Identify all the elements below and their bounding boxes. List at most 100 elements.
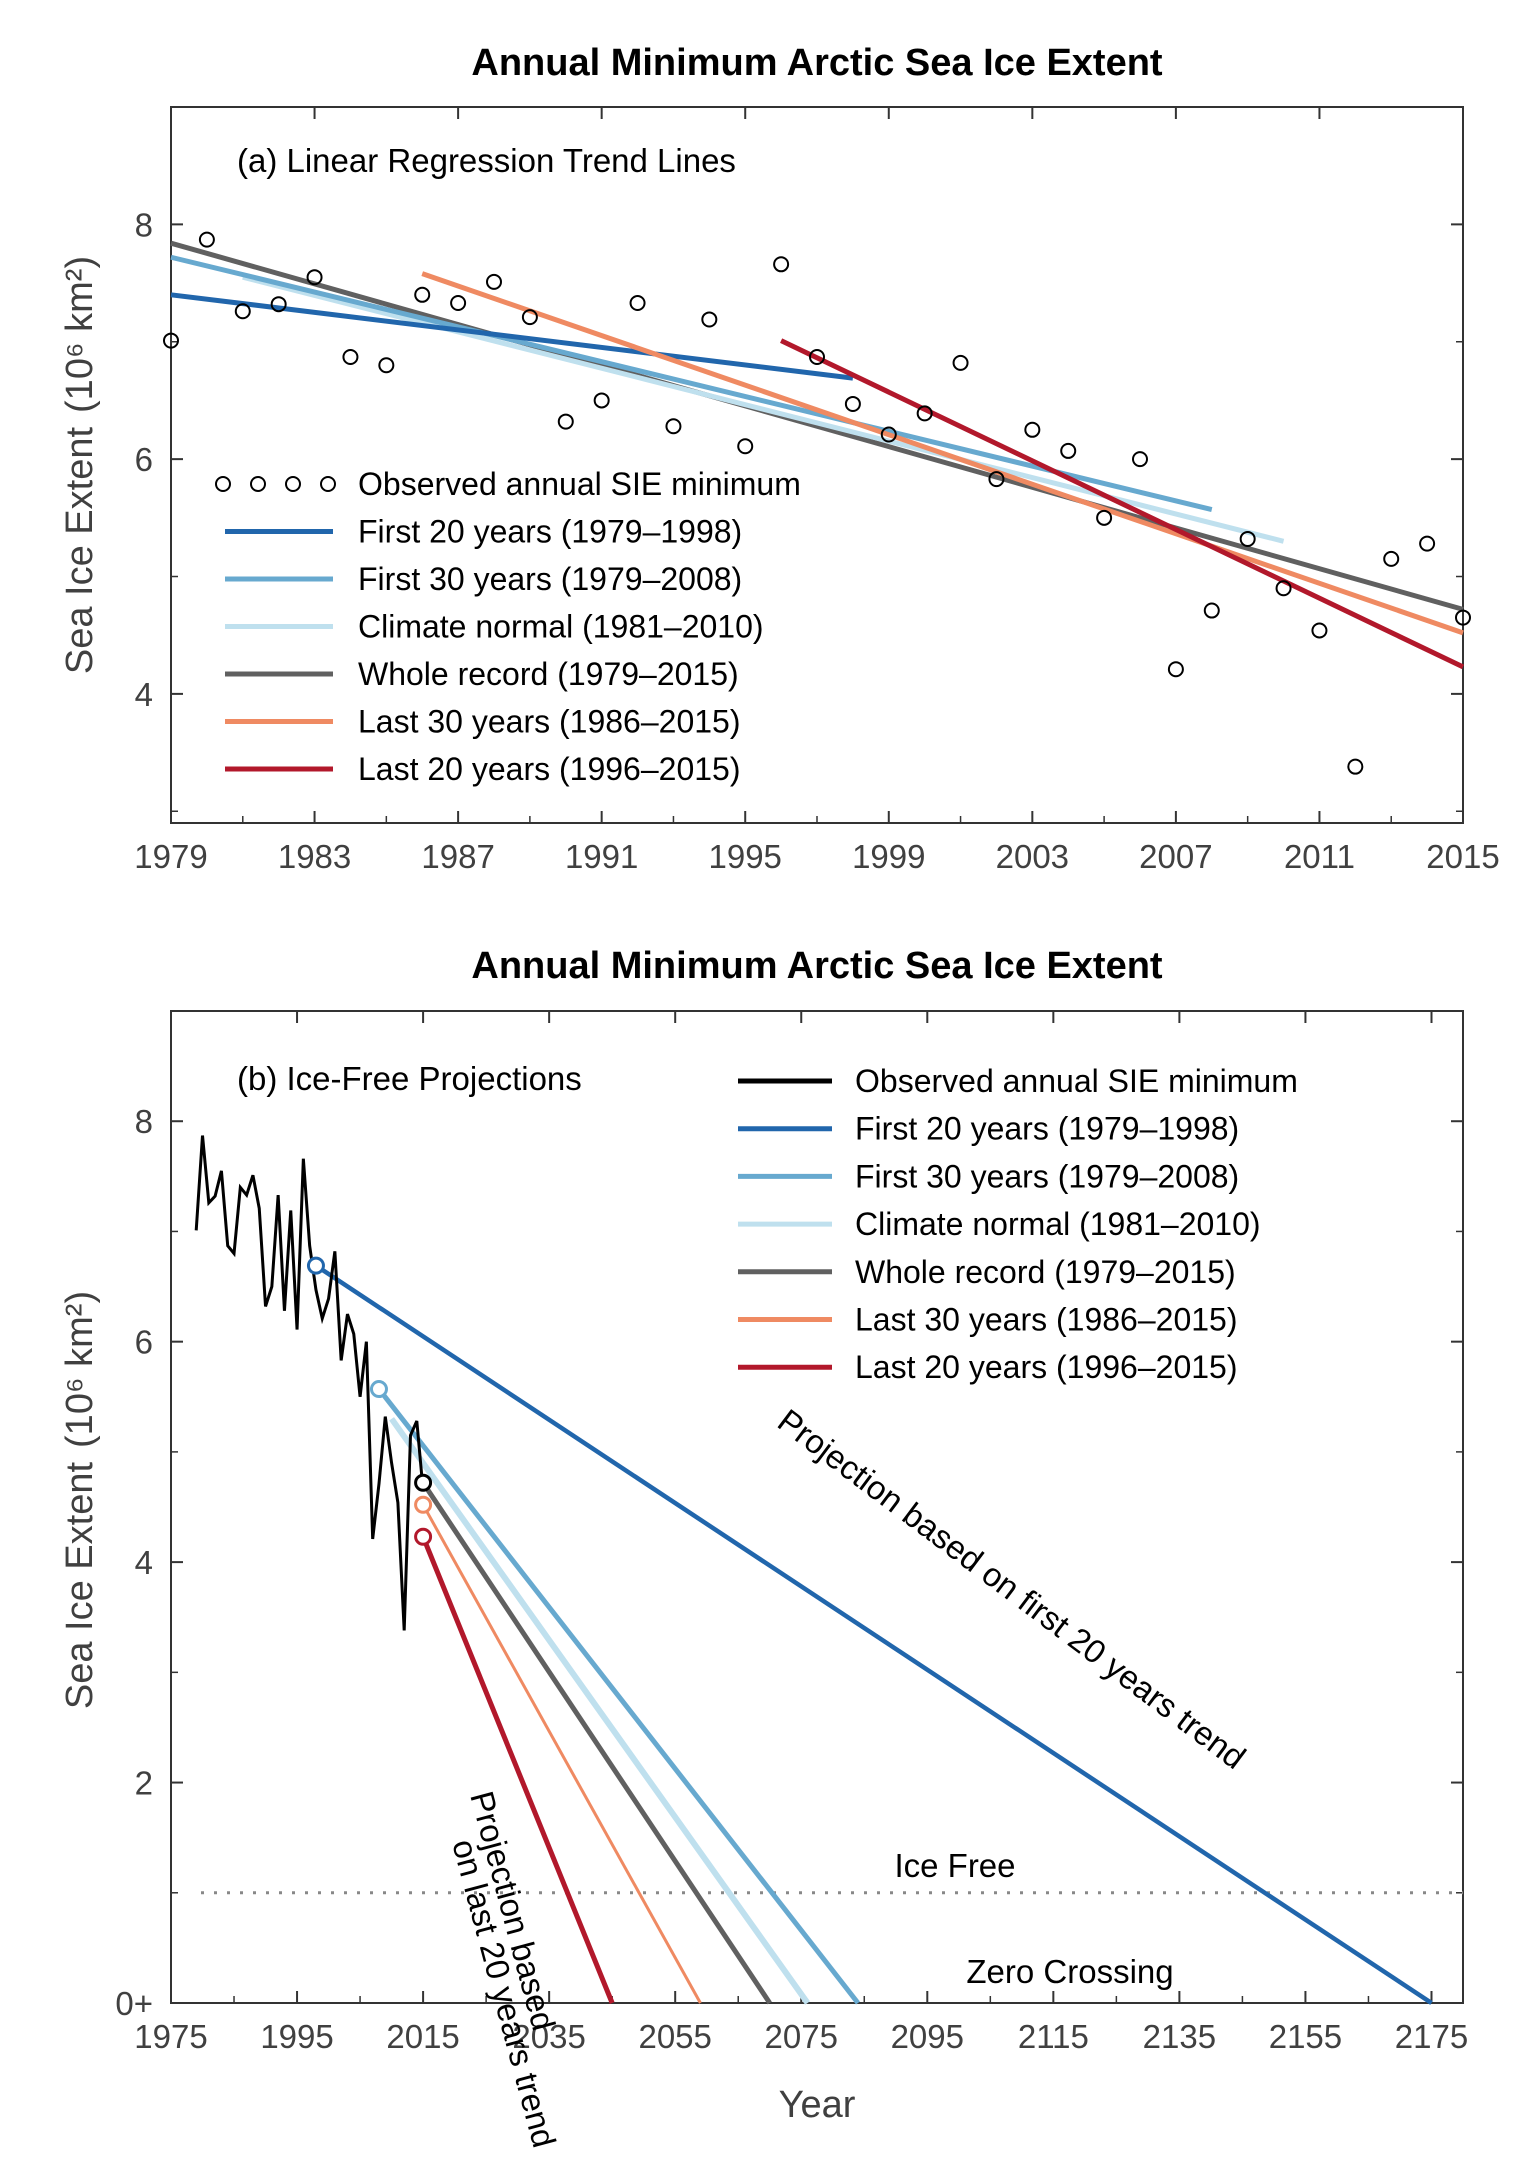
observed-point <box>844 395 861 412</box>
observed-point <box>163 332 179 349</box>
panel-a-legend: Observed annual SIE minimum First 20 year… <box>215 466 801 787</box>
observed-point <box>270 296 287 313</box>
legend-label-last20: Last 20 years (1996–2015) <box>358 751 740 787</box>
observed-point <box>378 357 395 374</box>
observed-point <box>809 349 825 366</box>
panel-a-ytick-label: 8 <box>135 206 153 243</box>
observed-point <box>737 438 754 455</box>
observed-point <box>1132 451 1148 468</box>
observed-point <box>414 286 431 303</box>
legend-b-label-last30: Last 30 years (1986–2015) <box>855 1302 1237 1338</box>
observed-point <box>1203 602 1220 619</box>
panel-b-xtick-label: 1995 <box>260 2018 333 2055</box>
legend-observed-marker <box>285 476 301 492</box>
panel-a-xtick-label: 2003 <box>996 838 1069 875</box>
projection-line-last30 <box>421 1504 702 2004</box>
panel-b-xtick-label: 2095 <box>891 2018 964 2055</box>
panel-a-xtick-label: 1991 <box>565 838 638 875</box>
start-marker-first30 <box>369 1380 388 1399</box>
legend-observed-marker <box>215 476 231 492</box>
panel-b-xtick-label: 2015 <box>386 2018 459 2055</box>
observed-point <box>1167 661 1184 678</box>
observed-point <box>1347 758 1364 775</box>
panel-b-xtick-label: 1975 <box>134 2018 207 2055</box>
legend-b-label-last20: Last 20 years (1996–2015) <box>855 1349 1237 1385</box>
legend-label-normal: Climate normal (1981–2010) <box>358 609 764 645</box>
panel-a-ylabel: Sea Ice Extent (10⁶ km²) <box>59 256 101 674</box>
legend-label-first20: First 20 years (1979–1998) <box>358 514 742 550</box>
panel-a: Annual Minimum Arctic Sea Ice Extent 197… <box>59 42 1500 875</box>
legend-b-label-normal: Climate normal (1981–2010) <box>855 1206 1261 1242</box>
panel-b-legend: Observed annual SIE minimum First 20 year… <box>738 1063 1298 1385</box>
observed-point <box>450 295 467 312</box>
panel-b-xtick-label: 2035 <box>512 2018 585 2055</box>
panel-b-ylabel: Sea Ice Extent (10⁶ km²) <box>59 1291 101 1709</box>
panel-b-start-markers <box>306 1256 433 1546</box>
trend-line-first30 <box>170 254 1213 513</box>
projection-line-whole <box>421 1481 772 2005</box>
panel-b-xtick-label: 2175 <box>1395 2018 1468 2055</box>
observed-point <box>1239 530 1256 547</box>
observed-point <box>234 303 251 320</box>
start-marker-last20 <box>414 1527 433 1546</box>
ice-free-label: Ice Free <box>894 1847 1015 1884</box>
panel-a-ytick-label: 4 <box>135 676 153 713</box>
panel-a-ticks: 1979 1983 1987 1991 1995 1999 2003 2007 2011 2015… <box>134 106 1500 875</box>
legend-b-label-observed: Observed annual SIE minimum <box>855 1063 1298 1099</box>
panel-a-observed-points <box>163 231 1471 775</box>
panel-a-plot-frame <box>170 106 1464 824</box>
panel-b-ytick-label: 6 <box>135 1324 153 1361</box>
panel-b: Annual Minimum Arctic Sea Ice Extent 197… <box>59 945 1468 2151</box>
legend-observed-marker <box>320 476 336 492</box>
observed-point <box>1455 609 1471 626</box>
observed-point <box>1311 622 1328 639</box>
legend-label-last30: Last 30 years (1986–2015) <box>358 704 740 740</box>
panel-b-ytick-label: 0+ <box>115 1985 153 2022</box>
panel-b-label: (b) Ice-Free Projections <box>237 1060 582 1097</box>
panel-a-xtick-label: 1995 <box>709 838 782 875</box>
observed-point <box>952 354 969 371</box>
legend-b-label-whole: Whole record (1979–2015) <box>855 1254 1236 1290</box>
panel-b-projection-lines <box>314 1263 1433 2005</box>
trend-line-last30 <box>421 271 1464 636</box>
panel-a-xtick-label: 2007 <box>1139 838 1212 875</box>
panel-b-xlabel: Year <box>779 2084 856 2126</box>
observed-point <box>629 295 646 312</box>
observed-point <box>1096 509 1113 526</box>
panel-b-plot-frame <box>170 1010 1464 2004</box>
panel-b-xtick-label: 2055 <box>638 2018 711 2055</box>
observed-point <box>1275 580 1292 597</box>
observed-point <box>593 392 610 409</box>
panel-a-xtick-label: 1983 <box>278 838 351 875</box>
start-marker-last30 <box>414 1495 433 1514</box>
panel-a-ylabel-text: Sea Ice Extent <box>59 427 101 675</box>
observed-point <box>916 405 933 422</box>
legend-observed-label: Observed annual SIE minimum <box>358 466 801 502</box>
projection-line-first30 <box>377 1387 860 2005</box>
trend-line-last20 <box>780 338 1465 670</box>
legend-label-first30: First 30 years (1979–2008) <box>358 561 742 597</box>
first20-projection-label: Projection based on first 20 years trend <box>771 1402 1252 1776</box>
panel-b-xtick-label: 2115 <box>1018 2018 1089 2055</box>
panel-a-xtick-label: 2011 <box>1284 838 1355 875</box>
start-marker-first20 <box>306 1256 325 1275</box>
observed-point <box>880 426 897 443</box>
observed-point <box>557 413 574 430</box>
panel-a-xtick-label: 1979 <box>134 838 207 875</box>
observed-point <box>1060 442 1077 459</box>
projection-line-first20 <box>314 1263 1433 2005</box>
observed-point <box>198 231 215 248</box>
panel-a-label: (a) Linear Regression Trend Lines <box>237 142 736 179</box>
zero-crossing-label: Zero Crossing <box>966 1953 1173 1990</box>
panel-b-xtick-label: 2075 <box>765 2018 838 2055</box>
observed-point <box>342 349 359 366</box>
start-marker-whole <box>414 1473 433 1492</box>
observed-series-line <box>194 1135 425 1631</box>
legend-b-label-first20: First 20 years (1979–1998) <box>855 1111 1239 1147</box>
panel-b-ytick-label: 2 <box>135 1765 153 1802</box>
panel-b-ylabel-text: Sea Ice Extent <box>59 1462 101 1710</box>
observed-point <box>1024 421 1041 438</box>
observed-point <box>701 311 718 328</box>
panel-b-xtick-label: 2135 <box>1143 2018 1216 2055</box>
